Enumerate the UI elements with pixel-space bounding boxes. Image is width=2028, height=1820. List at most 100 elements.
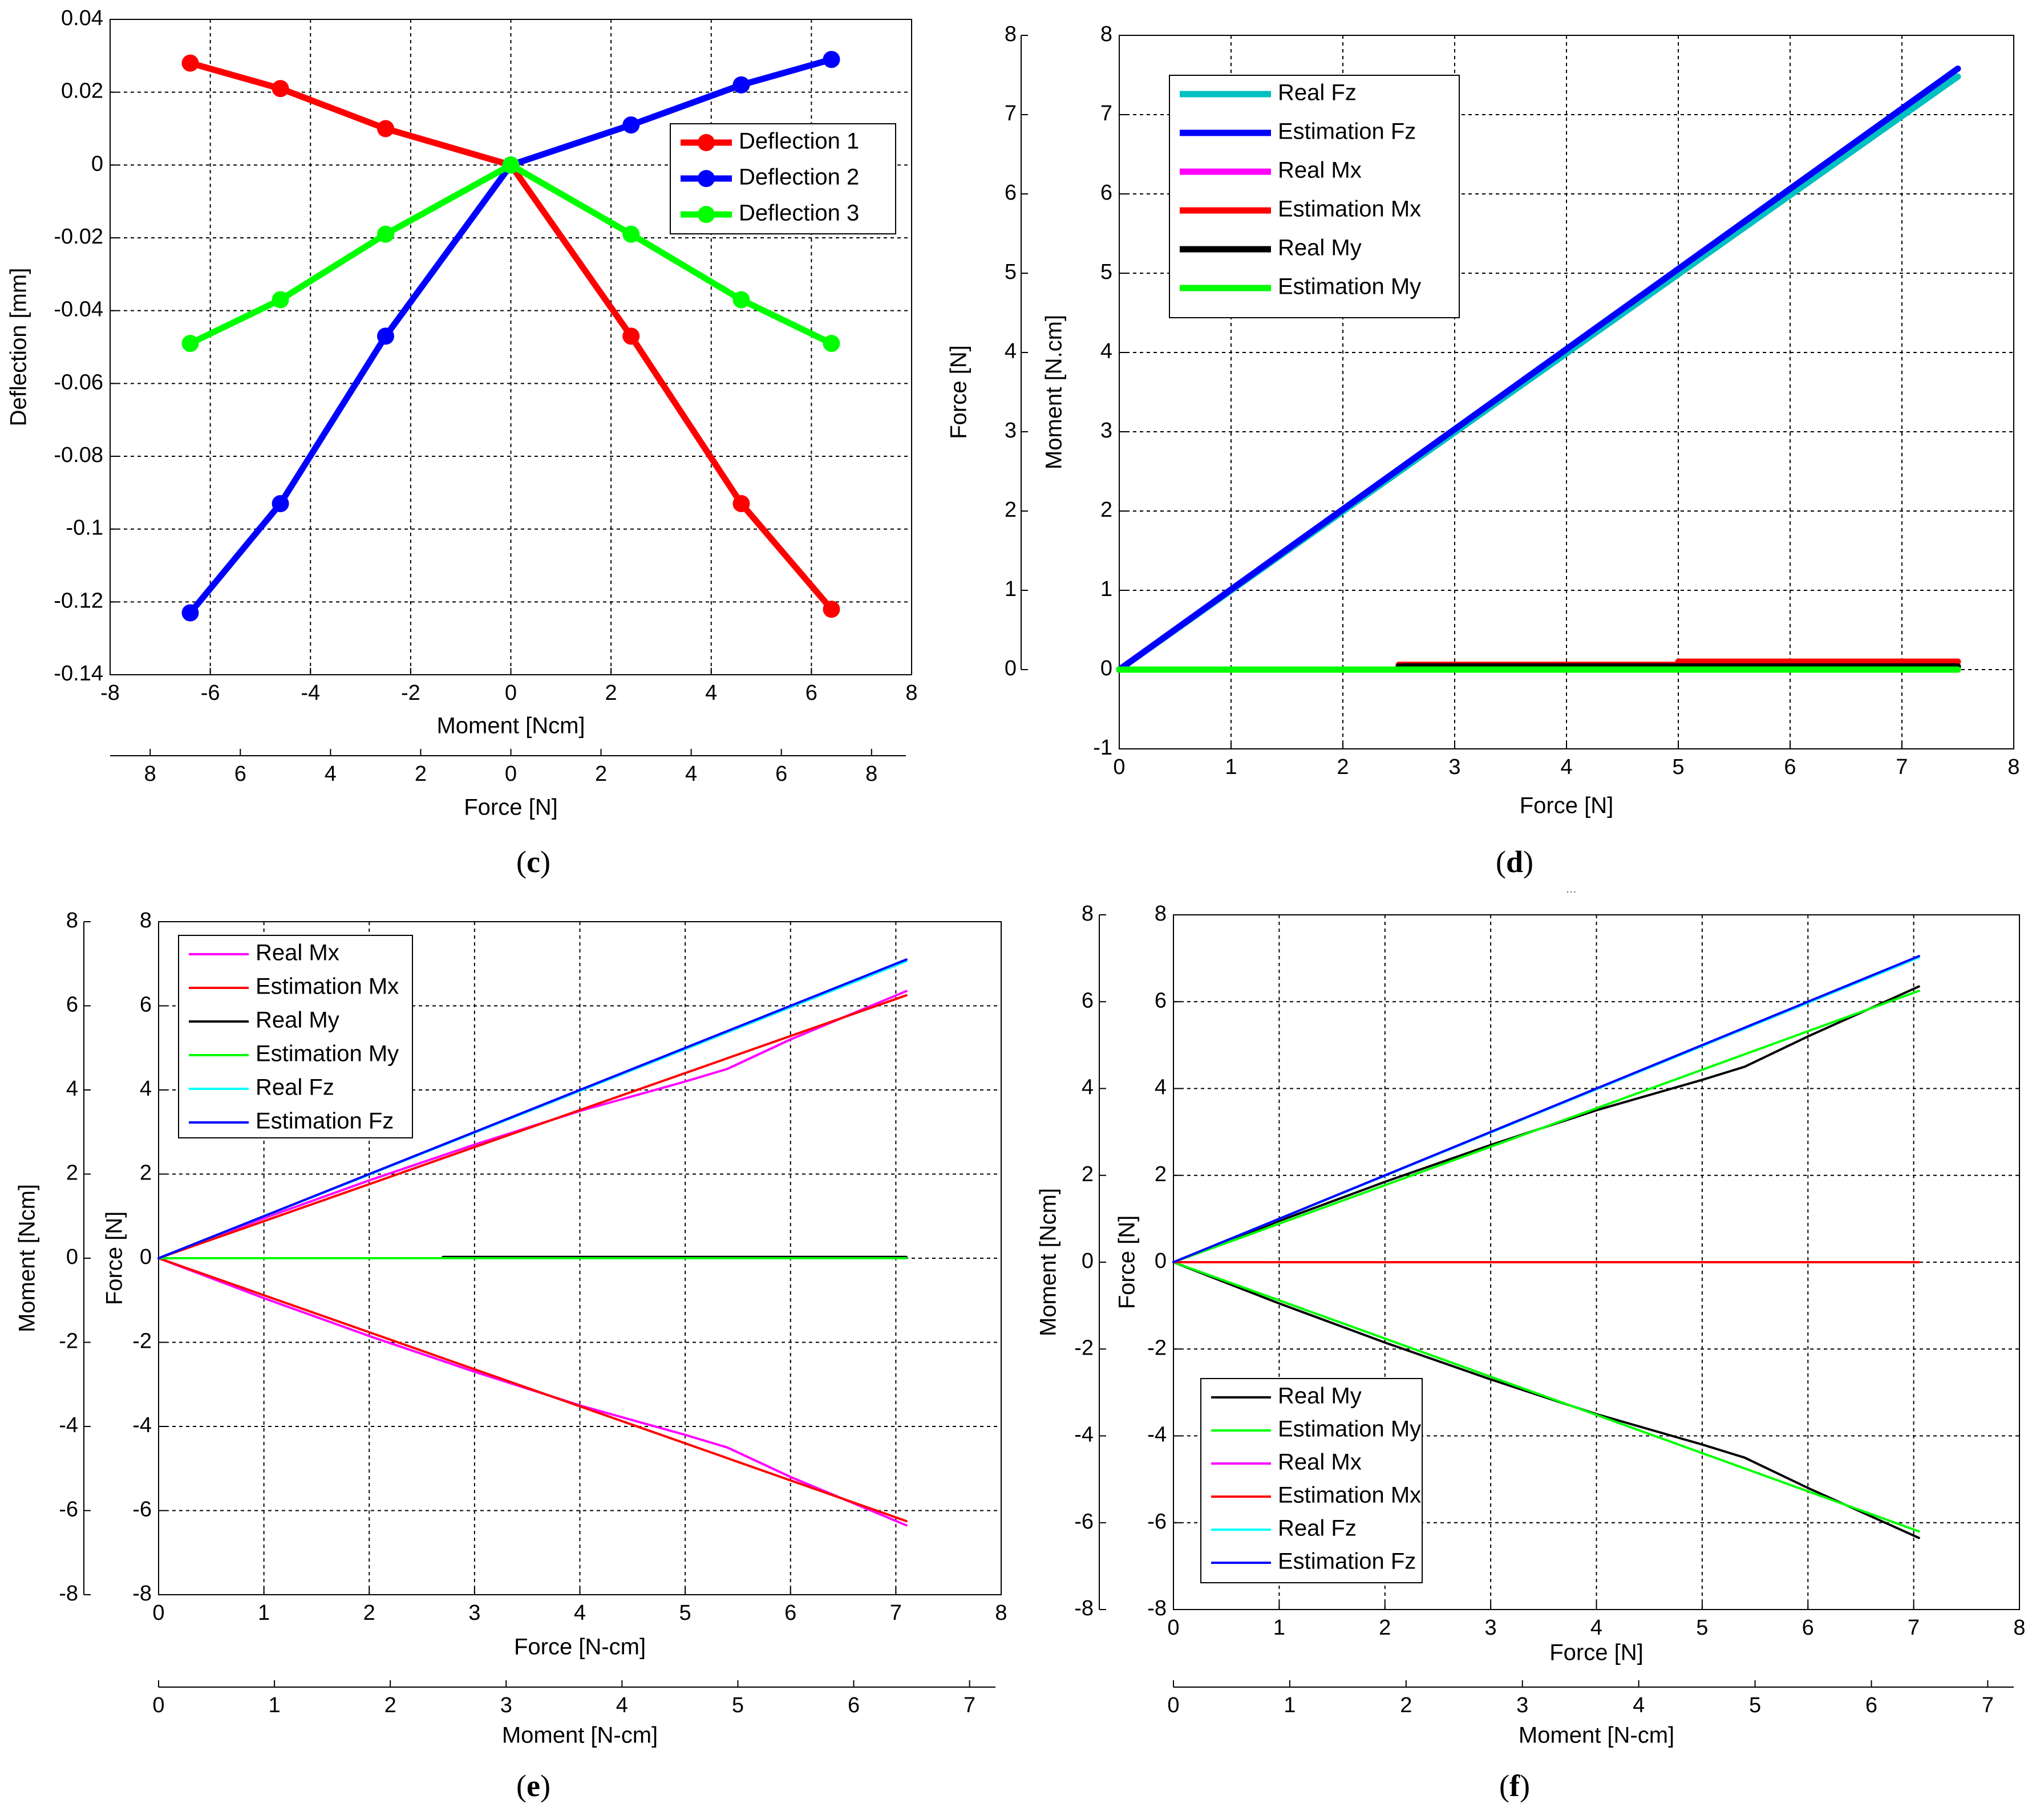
e-ytick-label: 8 — [140, 909, 152, 933]
c-xtick-label: -8 — [100, 681, 120, 705]
d-series-line — [1116, 65, 1961, 673]
d-ytick-label: 3 — [1100, 419, 1112, 443]
d-legend-box — [1169, 75, 1460, 318]
c-ytick-label: -0.08 — [54, 443, 103, 467]
e-ytick-label: -4 — [132, 1413, 152, 1437]
c-data-point — [732, 76, 750, 94]
c-data-point — [377, 327, 394, 345]
e-xtick-label: 3 — [468, 1601, 480, 1625]
e-ytick-label: 2 — [140, 1161, 152, 1185]
e-xtick-label: 1 — [258, 1601, 270, 1625]
d-outer-tick-label: 6 — [1005, 181, 1017, 205]
d-xtick-label: 4 — [1560, 755, 1572, 779]
f-ytick-label: -6 — [1147, 1510, 1167, 1534]
e-xtick-label: 7 — [890, 1601, 902, 1625]
e-xtick-label: 6 — [784, 1601, 796, 1625]
f-ytick-label: 6 — [1155, 988, 1167, 1012]
c-data-point — [377, 225, 394, 243]
d-ytick-label: 7 — [1100, 102, 1112, 125]
e-outer-tick-label: 0 — [66, 1245, 78, 1269]
f-legend-label: Real Fz — [1278, 1516, 1357, 1541]
f-secondary-tick-label: 5 — [1749, 1693, 1761, 1717]
e-xtick-label: 4 — [574, 1601, 586, 1625]
f-secondary-tick-label: 2 — [1400, 1693, 1412, 1717]
e-legend-label: Real My — [256, 1008, 339, 1033]
d-legend-label: Estimation My — [1278, 274, 1421, 299]
f-series-line — [1172, 985, 1920, 1263]
f-outer-tick-label: 6 — [1082, 988, 1094, 1012]
f-ytick-label: 8 — [1155, 902, 1167, 926]
d-outer-tick-label: 7 — [1005, 102, 1017, 125]
c-secondary-tick-label: 4 — [685, 762, 697, 786]
caption-e: (e) — [516, 1769, 550, 1803]
e-xtick-label: 5 — [679, 1601, 691, 1625]
f-ylabel: Moment [Ncm] — [1036, 1188, 1061, 1336]
d-xtick-label: 6 — [1784, 755, 1796, 779]
c-data-point — [272, 291, 289, 309]
f-series-line — [1172, 990, 1920, 1263]
d-xtick-label: 8 — [2007, 755, 2019, 779]
c-secondary-tick-label: 8 — [144, 762, 156, 786]
e-secondary-tick-label: 6 — [848, 1693, 860, 1717]
c-ytick-label: 0 — [91, 152, 103, 176]
f-legend-label: Real Mx — [1278, 1450, 1362, 1475]
f-secondary-tick-label: 1 — [1284, 1693, 1296, 1717]
f-outer-tick-label: -4 — [1074, 1423, 1094, 1447]
f-outer-tick-label: -6 — [1074, 1510, 1094, 1534]
f-xtick-label: 7 — [1908, 1616, 1920, 1640]
f-secondary-tick-label: 7 — [1982, 1693, 1994, 1717]
f-xtick-label: 3 — [1485, 1616, 1497, 1640]
e-ytick-label: -6 — [132, 1498, 152, 1522]
e-secondary-tick-label: 0 — [152, 1693, 164, 1717]
f-legend-label: Estimation My — [1278, 1417, 1421, 1442]
d-ytick-label: 1 — [1100, 577, 1112, 601]
f-outer-tick-label: -8 — [1074, 1596, 1094, 1620]
e-outer-tick-label: 4 — [66, 1077, 78, 1101]
c-secondary-label: Force [N] — [464, 795, 557, 820]
e-ylabel: Moment [Ncm] — [15, 1184, 40, 1332]
f-xtick-label: 6 — [1802, 1616, 1814, 1640]
e-outer-tick-label: 2 — [66, 1161, 78, 1185]
c-data-point — [181, 54, 199, 72]
f-ylabel2: Force [N] — [1115, 1215, 1140, 1309]
c-xtick-label: -4 — [301, 681, 320, 705]
c-xtick-label: -2 — [401, 681, 420, 705]
f-xtick-label: 5 — [1696, 1616, 1708, 1640]
e-legend-label: Real Mx — [256, 941, 339, 966]
c-data-point — [823, 335, 840, 352]
e-xlabel: Force [N-cm] — [514, 1635, 646, 1660]
e-xtick-label: 2 — [363, 1601, 375, 1625]
c-data-point — [732, 494, 750, 512]
f-outer-tick-label: 2 — [1082, 1162, 1094, 1186]
e-legend-label: Estimation Fz — [256, 1109, 394, 1134]
f-outer-tick-label: -2 — [1074, 1336, 1094, 1360]
c-xtick-label: 4 — [705, 681, 717, 705]
f-xlabel: Force [N] — [1549, 1640, 1643, 1665]
e-legend-label: Estimation My — [256, 1041, 399, 1067]
c-secondary-tick-label: 2 — [595, 762, 607, 786]
c-ylabel: Deflection [mm] — [6, 268, 31, 427]
e-ytick-label: 4 — [140, 1077, 152, 1101]
d-outer-tick-label: 3 — [1005, 419, 1017, 443]
caption-c: (c) — [516, 845, 550, 879]
f-ytick-label: 0 — [1155, 1249, 1167, 1273]
f-ytick-label: -8 — [1147, 1596, 1167, 1620]
c-data-point — [181, 604, 199, 622]
c-ytick-label: 0.04 — [61, 6, 103, 30]
e-outer-tick-label: -2 — [59, 1329, 78, 1353]
f-xtick-label: 8 — [2013, 1616, 2025, 1640]
d-ytick-label: 8 — [1100, 22, 1112, 46]
e-outer-tick-label: 6 — [66, 993, 78, 1017]
e-secondary-tick-label: 7 — [964, 1693, 975, 1717]
f-xtick-label: 2 — [1379, 1616, 1391, 1640]
c-data-point — [732, 291, 750, 309]
e-series-line — [157, 958, 908, 1259]
d-ytick-label: -1 — [1093, 736, 1112, 760]
c-data-point — [272, 80, 289, 98]
c-data-point — [823, 51, 840, 68]
f-secondary-tick-label: 6 — [1865, 1693, 1877, 1717]
d-outer-tick-label: 1 — [1005, 577, 1017, 601]
c-secondary-tick-label: 2 — [415, 762, 427, 786]
e-legend-box — [178, 935, 413, 1138]
d-xtick-label: 7 — [1896, 755, 1908, 779]
